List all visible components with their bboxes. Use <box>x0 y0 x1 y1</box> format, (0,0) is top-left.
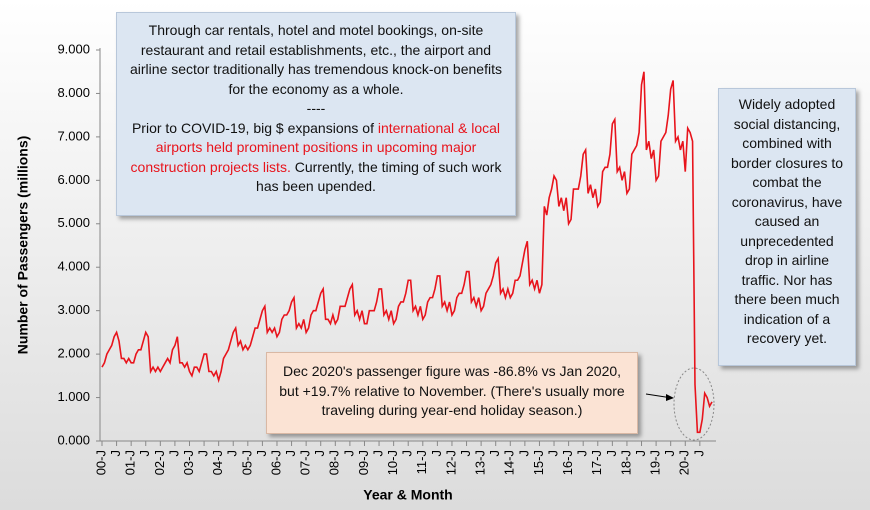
note-text-highlight: international & local airports held prom… <box>130 119 501 175</box>
x-tick-label: J <box>400 450 415 457</box>
x-tick-label: 06-J <box>268 450 283 475</box>
x-tick-label: J <box>137 450 152 457</box>
x-tick-label: J <box>487 450 502 457</box>
x-tick-label: J <box>575 450 590 457</box>
note-text: Widely adopted social distancing, combin… <box>730 96 844 346</box>
x-tick-label: 16-J <box>560 450 575 475</box>
note-text: Dec 2020's passenger figure was -86.8% v… <box>279 363 625 418</box>
x-tick-label: 13-J <box>473 450 488 475</box>
x-tick-label: J <box>225 450 240 457</box>
arrow-head <box>666 394 674 401</box>
x-axis-title: Year & Month <box>363 487 452 503</box>
x-tick-label: 07-J <box>298 450 313 475</box>
note-text: ---- <box>306 100 326 116</box>
note-box: Through car rentals, hotel and motel boo… <box>116 12 516 216</box>
x-tick-label: J <box>516 450 531 457</box>
x-tick-label: J <box>691 450 706 457</box>
y-tick-label: 3.000 <box>57 302 90 317</box>
series-line <box>101 71 713 434</box>
x-tick-label: 03-J <box>181 450 196 475</box>
x-tick-label: J <box>370 450 385 457</box>
x-tick-label: 10-J <box>385 450 400 475</box>
x-tick-label: J <box>458 450 473 457</box>
x-tick-label: J <box>196 450 211 457</box>
x-tick-label: 17-J <box>589 450 604 475</box>
x-tick-label: J <box>341 450 356 457</box>
x-tick-label: 04-J <box>210 450 225 475</box>
y-axis-title: Number of Passengers (millions) <box>15 136 31 355</box>
y-tick-label: 2.000 <box>57 346 90 361</box>
y-tick-label: 1.000 <box>57 389 90 404</box>
x-tick-label: 09-J <box>356 450 371 475</box>
y-tick-label: 6.000 <box>57 172 90 187</box>
x-tick-label: J <box>312 450 327 457</box>
note-box: Widely adopted social distancing, combin… <box>718 88 856 366</box>
x-tick-label: J <box>166 450 181 457</box>
x-tick-label: J <box>604 450 619 457</box>
x-tick-label: J <box>633 450 648 457</box>
y-tick-label: 4.000 <box>57 259 90 274</box>
x-tick-label: J <box>545 450 560 457</box>
x-tick-label: 15-J <box>531 450 546 475</box>
x-tick-label: J <box>283 450 298 457</box>
x-tick-label: 19-J <box>648 450 663 475</box>
x-tick-label: 18-J <box>618 450 633 475</box>
x-tick-label: 08-J <box>327 450 342 475</box>
note-text: Through car rentals, hotel and motel boo… <box>130 22 502 97</box>
x-tick-label: 20-J <box>677 450 692 475</box>
x-tick-label: 14-J <box>502 450 517 475</box>
y-tick-label: 8.000 <box>57 85 90 100</box>
x-tick-label: J <box>108 450 123 457</box>
note-box: Dec 2020's passenger figure was -86.8% v… <box>266 352 638 434</box>
y-tick-label: 9.000 <box>57 41 90 56</box>
x-tick-label: 00-J <box>93 450 108 475</box>
x-tick-label: J <box>662 450 677 457</box>
x-tick-label: 01-J <box>123 450 138 475</box>
x-tick-label: 12-J <box>443 450 458 475</box>
y-tick-label: 7.000 <box>57 128 90 143</box>
x-tick-label: J <box>429 450 444 457</box>
note-text: Currently, the timing of such work has b… <box>256 158 502 195</box>
highlight-ellipse <box>673 367 715 441</box>
y-tick-label: 0.000 <box>57 432 90 447</box>
note-text: Prior to COVID-19, big $ expansions of <box>131 119 378 136</box>
y-tick-label: 5.000 <box>57 215 90 230</box>
x-tick-label: 05-J <box>239 450 254 475</box>
x-tick-label: 11-J <box>414 450 429 474</box>
x-tick-label: 02-J <box>152 450 167 475</box>
x-tick-label: J <box>254 450 269 457</box>
